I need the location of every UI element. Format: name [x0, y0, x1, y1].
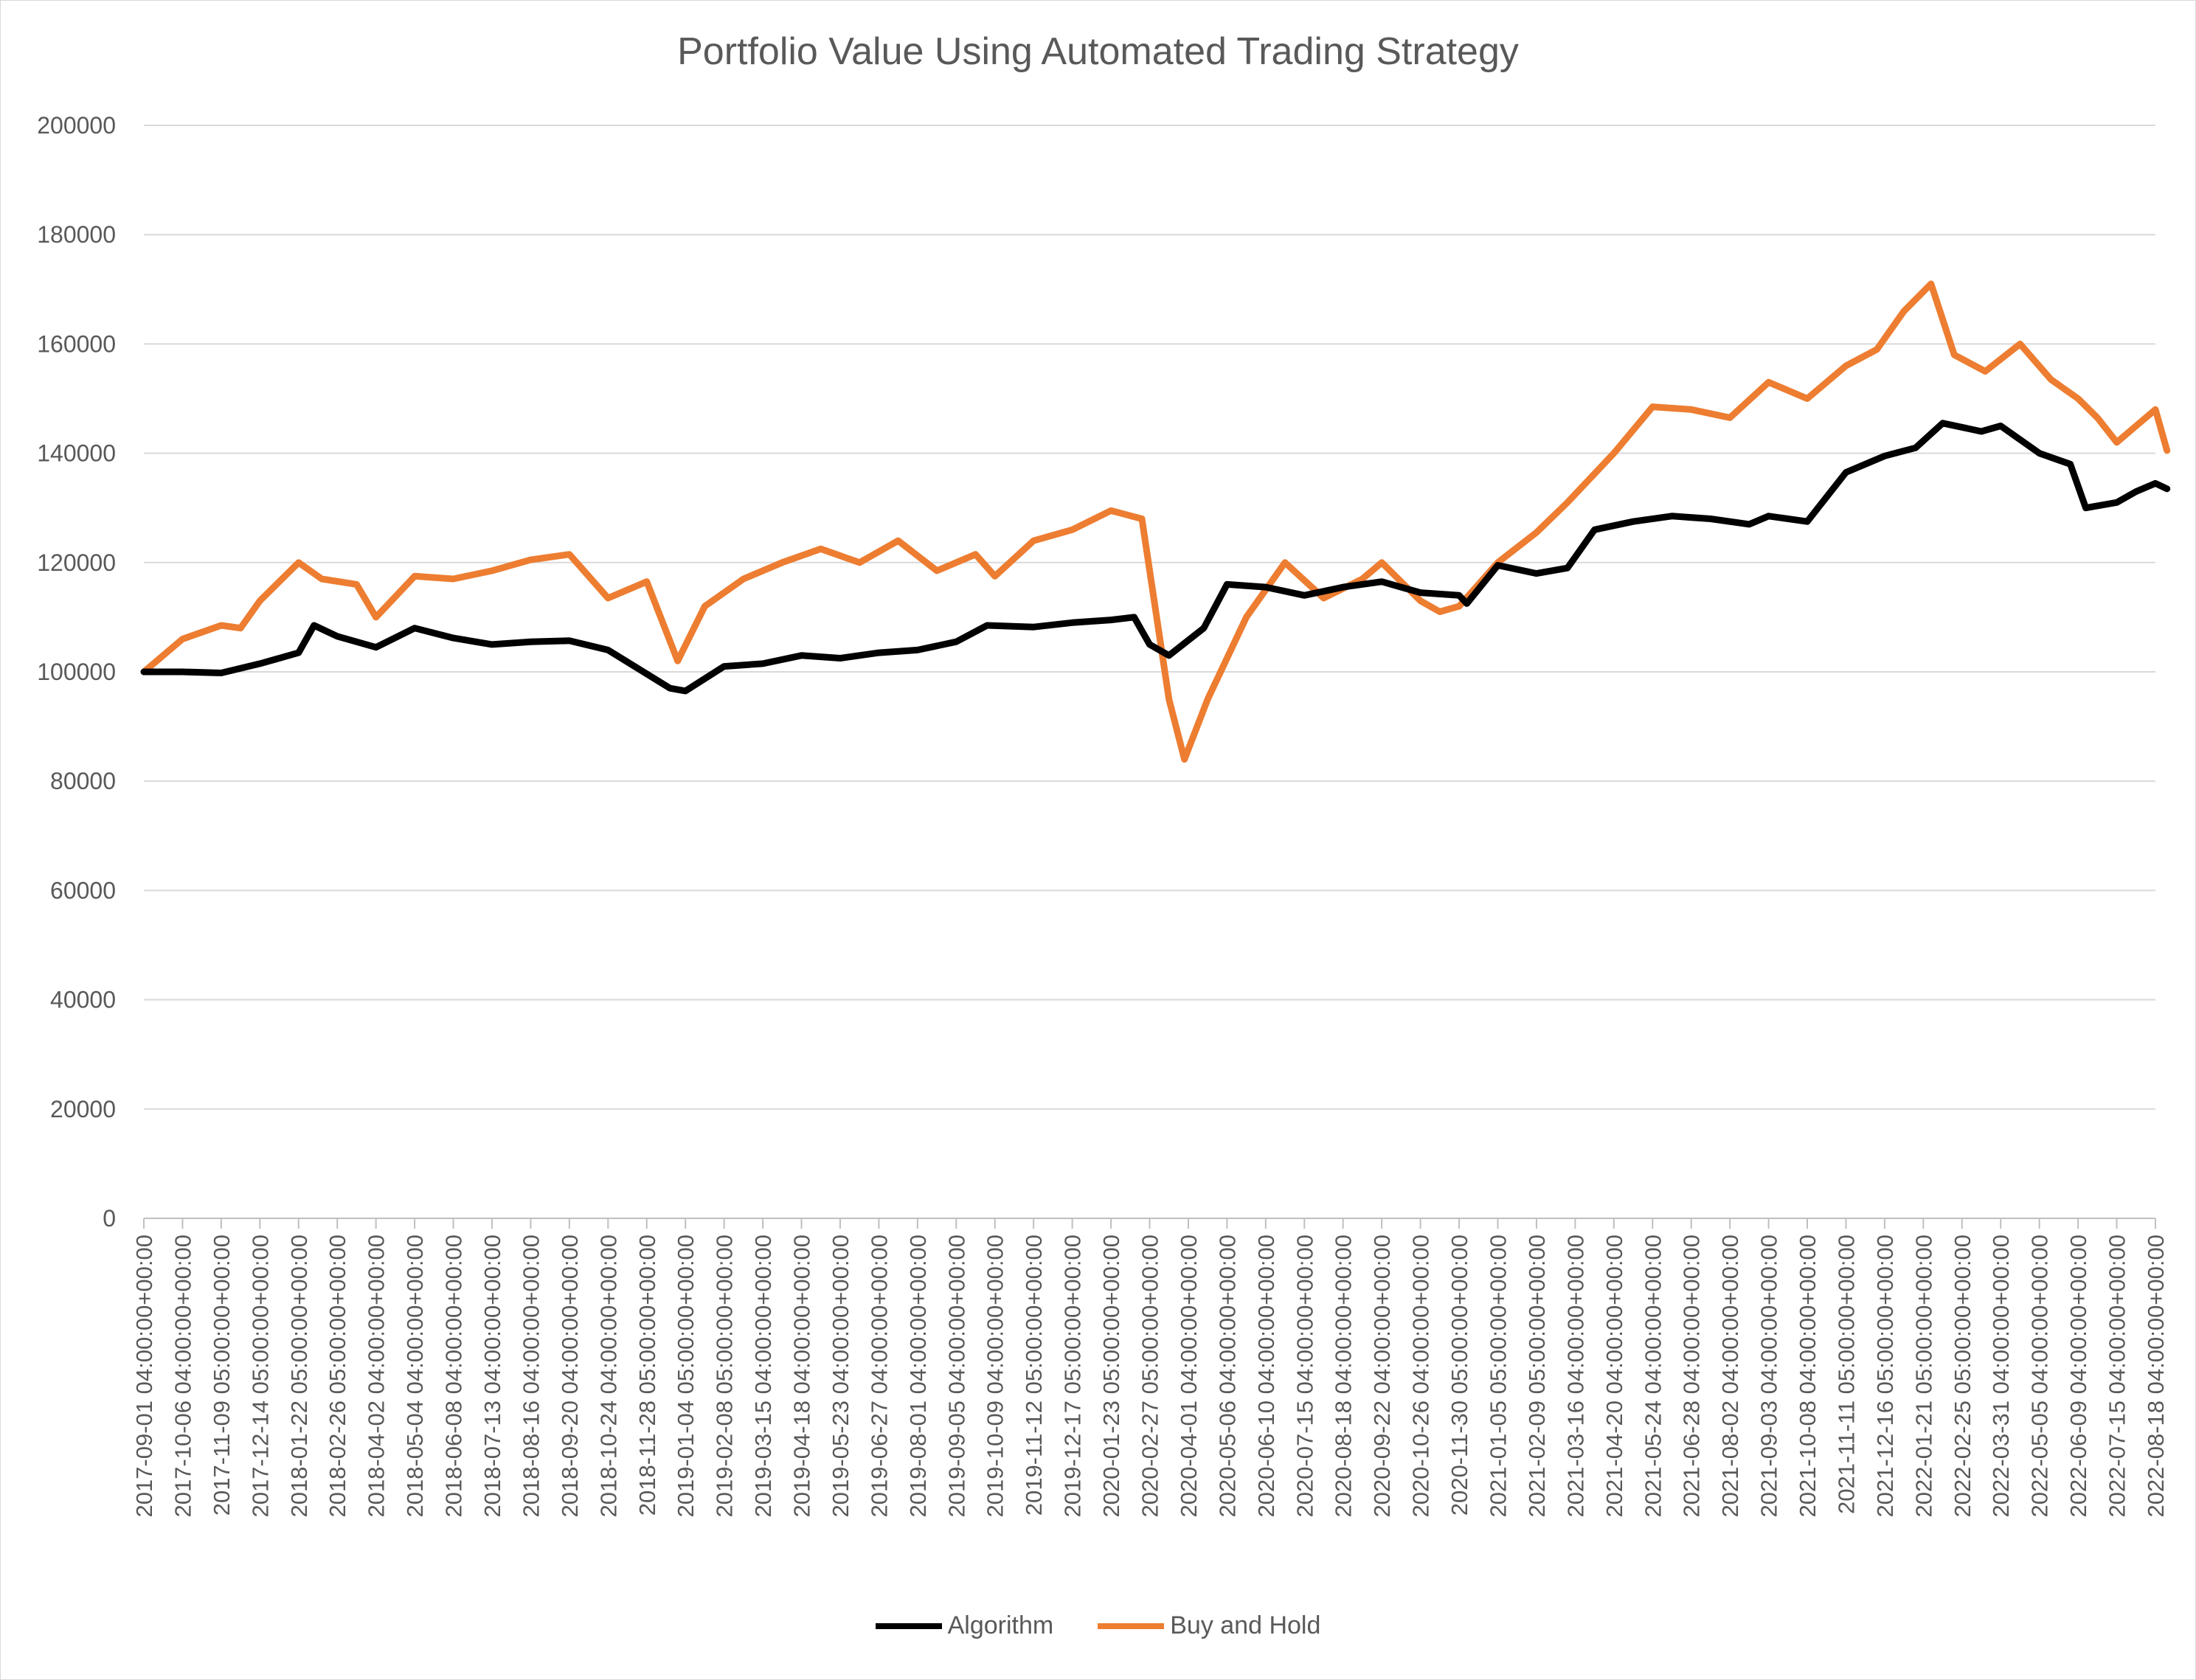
x-tick-label: 2018-11-28 05:00:00+00:00 [634, 1235, 660, 1516]
x-tick-label: 2021-10-08 04:00:00+00:00 [1795, 1235, 1821, 1518]
legend-label-buy-and-hold: Buy and Hold [1170, 1611, 1321, 1639]
x-tick-label: 2021-05-24 04:00:00+00:00 [1640, 1235, 1666, 1518]
x-tick-label: 2022-01-21 05:00:00+00:00 [1911, 1235, 1936, 1518]
y-tick-label: 200000 [37, 112, 116, 139]
x-tick-label: 2021-12-16 05:00:00+00:00 [1872, 1235, 1898, 1518]
y-tick-label: 180000 [37, 221, 116, 248]
x-tick-label: 2021-11-11 05:00:00+00:00 [1833, 1235, 1859, 1514]
x-tick-label: 2018-04-02 04:00:00+00:00 [364, 1235, 389, 1518]
y-tick-label: 160000 [37, 330, 116, 357]
x-tick-label: 2017-12-14 05:00:00+00:00 [247, 1235, 273, 1518]
x-tick-label: 2019-04-18 04:00:00+00:00 [789, 1235, 815, 1518]
legend-item-algorithm: Algorithm [875, 1611, 1054, 1640]
series-line-algorithm [140, 420, 2171, 695]
x-tick-label: 2019-12-17 05:00:00+00:00 [1060, 1235, 1086, 1518]
y-tick-label: 140000 [37, 440, 116, 467]
x-tick-label: 2022-02-25 05:00:00+00:00 [1950, 1235, 1975, 1518]
x-tick-label: 2019-10-09 04:00:00+00:00 [983, 1235, 1008, 1518]
x-tick-label: 2020-09-22 04:00:00+00:00 [1369, 1235, 1395, 1518]
x-tick-label: 2021-09-03 04:00:00+00:00 [1756, 1235, 1782, 1518]
y-tick-label: 100000 [37, 659, 116, 685]
x-tick-label: 2020-10-26 04:00:00+00:00 [1408, 1235, 1434, 1518]
legend-item-buy-and-hold: Buy and Hold [1098, 1611, 1320, 1640]
y-tick-label: 120000 [37, 549, 116, 576]
x-tick-label: 2019-05-23 04:00:00+00:00 [828, 1235, 853, 1518]
x-tick-label: 2019-08-01 04:00:00+00:00 [905, 1235, 931, 1518]
x-tick-label: 2017-10-06 04:00:00+00:00 [170, 1235, 195, 1518]
x-tick-label: 2020-07-15 04:00:00+00:00 [1292, 1235, 1317, 1518]
x-tick-label: 2020-02-27 05:00:00+00:00 [1137, 1235, 1163, 1518]
x-tick-label: 2020-04-01 04:00:00+00:00 [1176, 1235, 1202, 1518]
y-tick-label: 20000 [50, 1096, 116, 1122]
x-tick-label: 2018-05-04 04:00:00+00:00 [402, 1235, 428, 1518]
x-tick-label: 2018-10-24 04:00:00+00:00 [595, 1235, 621, 1518]
x-tick-label: 2018-01-22 05:00:00+00:00 [286, 1235, 312, 1518]
x-tick-label: 2021-08-02 04:00:00+00:00 [1717, 1235, 1743, 1518]
legend: Algorithm Buy and Hold [0, 1611, 2196, 1640]
x-tick-label: 2021-06-28 04:00:00+00:00 [1679, 1235, 1705, 1518]
x-tick-label: 2018-09-20 04:00:00+00:00 [557, 1235, 583, 1518]
x-tick-label: 2021-04-20 04:00:00+00:00 [1601, 1235, 1627, 1518]
legend-swatch-algorithm [875, 1622, 942, 1629]
x-tick-label: 2018-07-13 04:00:00+00:00 [479, 1235, 505, 1518]
x-tick-label: 2019-01-04 05:00:00+00:00 [673, 1235, 699, 1518]
x-tick-label: 2022-03-31 04:00:00+00:00 [1988, 1235, 2014, 1518]
x-tick-label: 2018-06-08 04:00:00+00:00 [441, 1235, 467, 1518]
x-tick-label: 2020-05-06 04:00:00+00:00 [1214, 1235, 1240, 1518]
x-tick-label: 2021-02-09 05:00:00+00:00 [1524, 1235, 1550, 1518]
x-tick-label: 2021-03-16 04:00:00+00:00 [1562, 1235, 1588, 1518]
x-tick-label: 2018-08-16 04:00:00+00:00 [518, 1235, 544, 1518]
x-tick-label: 2022-08-18 04:00:00+00:00 [2143, 1235, 2169, 1518]
x-tick-label: 2020-08-18 04:00:00+00:00 [1331, 1235, 1357, 1518]
x-tick-label: 2019-09-05 04:00:00+00:00 [943, 1235, 969, 1518]
x-tick-label: 2017-11-09 05:00:00+00:00 [209, 1235, 235, 1516]
y-tick-label: 40000 [50, 987, 116, 1013]
x-tick-label: 2022-06-09 04:00:00+00:00 [2065, 1235, 2091, 1518]
x-tick-label: 2017-09-01 04:00:00+00:00 [131, 1235, 157, 1518]
x-tick-label: 2018-02-26 05:00:00+00:00 [325, 1235, 350, 1518]
x-tick-label: 2022-07-15 04:00:00+00:00 [2105, 1235, 2130, 1518]
x-tick-label: 2022-05-05 04:00:00+00:00 [2027, 1235, 2053, 1518]
x-tick-label: 2019-11-12 05:00:00+00:00 [1021, 1235, 1047, 1516]
chart-title: Portfolio Value Using Automated Trading … [677, 30, 1519, 73]
legend-label-algorithm: Algorithm [947, 1611, 1054, 1639]
y-tick-label: 60000 [50, 877, 116, 903]
x-tick-label: 2021-01-05 05:00:00+00:00 [1485, 1235, 1511, 1518]
x-tick-label: 2019-06-27 04:00:00+00:00 [866, 1235, 892, 1518]
series-line-buy-and-hold [140, 280, 2171, 763]
x-tick-label: 2020-01-23 05:00:00+00:00 [1098, 1235, 1124, 1518]
x-tick-label: 2019-03-15 04:00:00+00:00 [750, 1235, 776, 1518]
x-tick-label: 2019-02-08 05:00:00+00:00 [712, 1235, 738, 1518]
x-tick-label: 2020-06-10 04:00:00+00:00 [1253, 1235, 1279, 1518]
y-tick-label: 80000 [50, 768, 116, 794]
y-tick-label: 0 [103, 1205, 116, 1232]
legend-swatch-buy-and-hold [1098, 1622, 1165, 1629]
x-tick-label: 2020-11-30 05:00:00+00:00 [1447, 1235, 1472, 1516]
